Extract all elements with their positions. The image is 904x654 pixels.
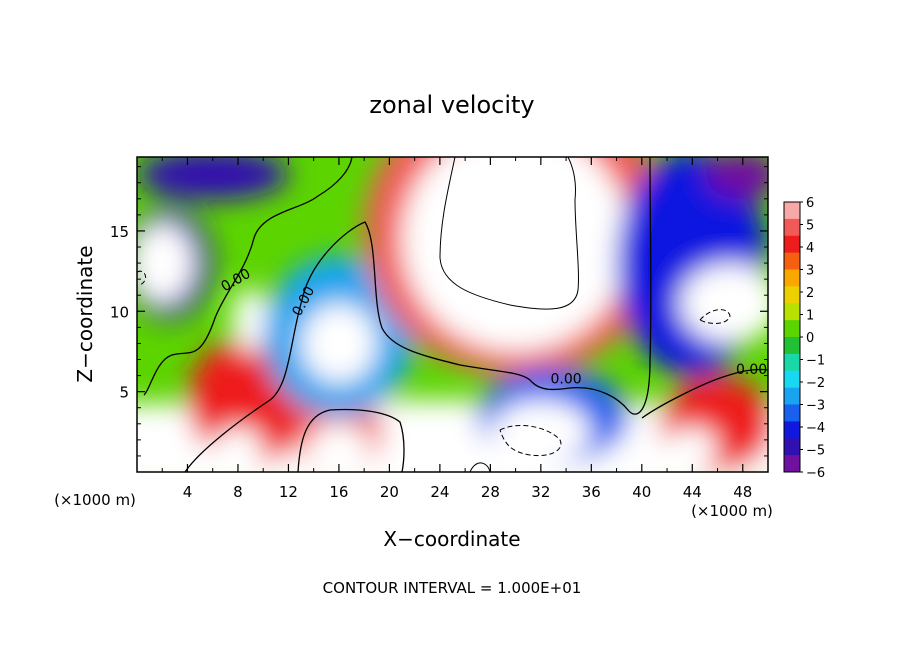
colorbar-label-0: 6 — [806, 196, 814, 211]
x-axis-ticks: 4 8 12 16 20 24 28 32 36 40 44 48 — [161, 157, 752, 501]
y-tick-label-15: 15 — [110, 223, 129, 241]
colorbar-label-9: −3 — [806, 399, 825, 414]
colorbar-label-12: −6 — [806, 466, 825, 481]
colorbar-swatch-1 — [784, 218, 800, 237]
x-tick-label-4: 4 — [183, 483, 193, 501]
field-regions — [137, 157, 768, 472]
field-region-6 — [137, 423, 175, 472]
plot-frame — [136, 156, 769, 473]
contour-lines — [143, 157, 768, 472]
colorbar-swatch-5 — [784, 286, 800, 304]
colorbar-swatch-14 — [784, 438, 800, 456]
zero-contour-left — [143, 157, 353, 396]
x-tick-label-8: 8 — [233, 483, 243, 501]
field-region-8 — [301, 303, 377, 384]
colorbar-swatch-11 — [784, 387, 800, 405]
plot-area: 0.000.000.000.00 — [137, 157, 768, 472]
field-region-12 — [679, 263, 768, 344]
zero-contour-middle — [184, 221, 571, 472]
contour-label-2: 0.00 — [550, 372, 581, 388]
field-region-10 — [402, 157, 630, 352]
contour-labels: 0.000.000.000.00 — [218, 266, 767, 388]
x-tick-label-40: 40 — [632, 483, 651, 501]
colorbar-label-5: 1 — [806, 309, 814, 324]
field-region-16 — [704, 157, 768, 199]
field-region-18 — [490, 399, 592, 464]
y-axis-ticks: 5 10 15 — [110, 166, 768, 457]
colorbar-swatch-15 — [784, 455, 800, 473]
colorbar-label-1: 5 — [806, 219, 814, 234]
colorbar-swatch-10 — [784, 370, 800, 389]
colorbar-label-6: 0 — [806, 331, 814, 346]
zero-contour-plume — [569, 157, 652, 415]
y-tick-label-10: 10 — [110, 303, 129, 321]
x-tick-label-24: 24 — [430, 483, 449, 501]
negative-contour-right — [699, 309, 731, 324]
colorbar-swatch-9 — [784, 353, 800, 372]
contour-jet-core — [439, 157, 579, 310]
colorbar-label-7: −1 — [806, 354, 825, 369]
field-region-20 — [667, 427, 718, 469]
colorbar-swatch-8 — [784, 337, 800, 355]
colorbar-swatch-13 — [784, 421, 800, 439]
x-tick-label-12: 12 — [279, 483, 298, 501]
colorbar-swatch-2 — [784, 235, 800, 254]
colorbar-swatch-4 — [784, 269, 800, 287]
x-tick-label-20: 20 — [380, 483, 399, 501]
colorbar-label-3: 3 — [806, 264, 814, 279]
colorbar-swatch-3 — [784, 252, 800, 270]
colorbar-swatch-0 — [784, 202, 800, 220]
contour-small-patch — [469, 462, 491, 472]
field-region-5 — [212, 427, 264, 469]
x-tick-label-48: 48 — [733, 483, 752, 501]
x-tick-label-32: 32 — [531, 483, 550, 501]
chart-title: zonal velocity — [369, 91, 534, 119]
contour-label-3: 0.00 — [736, 362, 767, 378]
colorbar-label-11: −5 — [806, 444, 825, 459]
negative-contours — [137, 270, 731, 457]
colorbar-label-4: 2 — [806, 286, 814, 301]
zero-contour-right — [641, 368, 768, 419]
x-tick-label-44: 44 — [683, 483, 702, 501]
y-tick-label-5: 5 — [119, 384, 129, 402]
colorbar-label-2: 4 — [806, 241, 814, 256]
field-region-14 — [137, 222, 194, 304]
zero-contour-base — [297, 408, 405, 472]
field-region-15 — [137, 157, 289, 201]
colorbar-swatch-12 — [784, 404, 800, 422]
x-axis-label: X−coordinate — [383, 527, 520, 551]
contour-interval-footer: CONTOUR INTERVAL = 1.000E+01 — [323, 579, 582, 597]
negative-contour-left — [137, 270, 147, 286]
x-units-right: (×1000 m) — [691, 502, 773, 520]
field-region-2 — [231, 287, 270, 352]
x-tick-label-16: 16 — [329, 483, 348, 501]
x-units-left: (×1000 m) — [54, 491, 136, 509]
x-tick-label-36: 36 — [582, 483, 601, 501]
colorbar-label-10: −4 — [806, 421, 825, 436]
colorbar-swatch-6 — [784, 303, 800, 321]
colorbar: 6 5 4 3 2 1 0 −1 −2 −3 −4 −5 −6 — [783, 196, 825, 481]
colorbar-swatch-7 — [784, 320, 800, 338]
x-tick-label-28: 28 — [481, 483, 500, 501]
colorbar-label-8: −2 — [806, 376, 825, 391]
y-axis-label: Z−coordinate — [73, 245, 97, 382]
field-region-4 — [307, 423, 371, 472]
